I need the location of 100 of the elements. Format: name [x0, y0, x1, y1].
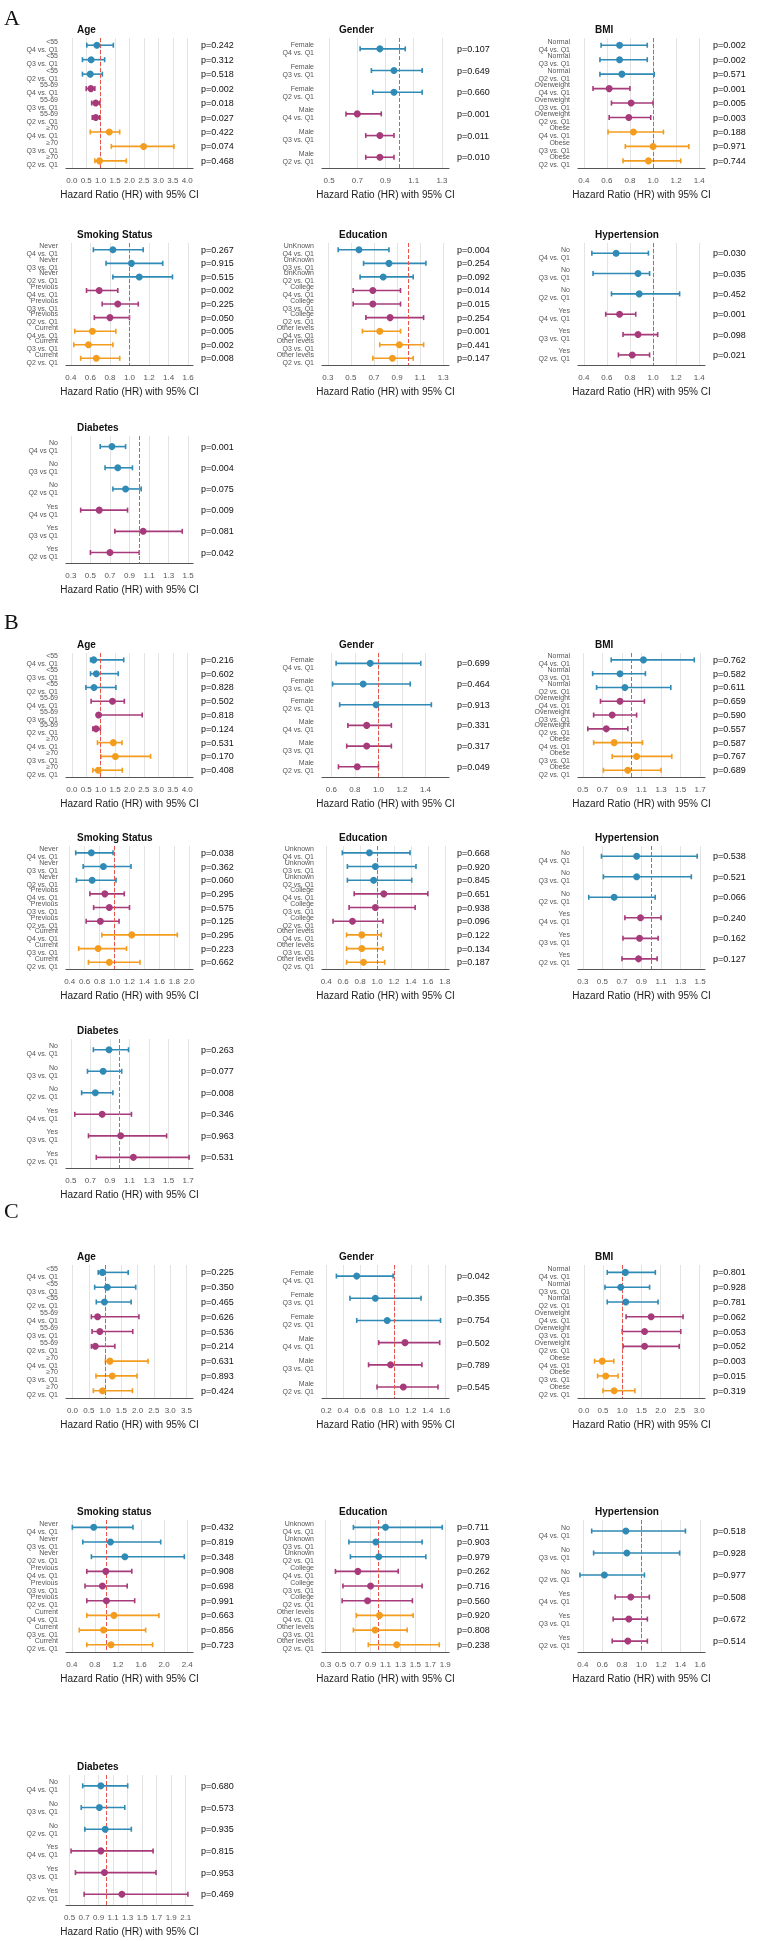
text: p=0.424: [201, 1385, 234, 1396]
point: [616, 56, 624, 64]
x-tick-label: 0.5: [596, 976, 609, 986]
point: [633, 752, 641, 760]
x-axis-title: Hazard Ratio (HR) with 95% CI: [60, 1418, 199, 1430]
text: p=0.238: [457, 1639, 490, 1650]
x-axis-title: Hazard Ratio (HR) with 95% CI: [572, 797, 711, 809]
x-tick-label: 1.1: [143, 570, 156, 580]
x-tick-label: 1.5: [115, 1405, 128, 1415]
x-tick-label: 1.4: [419, 784, 432, 794]
point: [111, 752, 119, 760]
x-tick-label: 0.5: [83, 1405, 95, 1415]
x-tick-label: 1.1: [655, 976, 668, 986]
x-tick-label: 1.7: [151, 1912, 163, 1922]
text: p=0.545: [457, 1382, 490, 1393]
text: p=0.963: [201, 1130, 234, 1141]
text: p=0.124: [201, 723, 234, 734]
text: p=0.077: [201, 1066, 234, 1077]
point: [358, 945, 366, 953]
point: [87, 56, 95, 64]
point: [118, 1890, 126, 1898]
text: p=0.162: [713, 933, 746, 944]
text: p=0.050: [201, 312, 234, 323]
x-tick-label: 0.6: [84, 372, 97, 382]
point: [387, 1361, 395, 1369]
point: [103, 1283, 111, 1291]
point: [371, 904, 379, 912]
x-tick-label: 4.0: [181, 175, 194, 185]
text: p=0.819: [201, 1537, 234, 1548]
x-tick-label: 1.0: [123, 372, 136, 382]
x-tick-label: 0.7: [368, 372, 381, 382]
point: [616, 310, 624, 318]
text: p=0.699: [457, 658, 490, 669]
text: p=0.660: [457, 87, 490, 98]
text: p=0.035: [713, 268, 746, 279]
point: [610, 893, 618, 901]
point: [376, 1611, 384, 1619]
point: [97, 1782, 105, 1790]
x-axis-title: Hazard Ratio (HR) with 95% CI: [572, 1418, 711, 1430]
x-tick-label: 1.5: [409, 1659, 422, 1669]
text: p=0.005: [201, 326, 234, 337]
x-tick-label: 2.0: [655, 1405, 667, 1415]
x-tick-label: 4.0: [181, 784, 194, 794]
text: p=0.573: [201, 1802, 234, 1813]
text: p=0.560: [457, 1595, 490, 1606]
text: p=0.518: [713, 1526, 746, 1537]
chart-title: Diabetes: [77, 421, 120, 433]
text: p=0.913: [457, 699, 490, 710]
text: p=0.575: [201, 902, 234, 913]
x-axis-title: Hazard Ratio (HR) with 95% CI: [316, 1418, 455, 1430]
point: [139, 527, 147, 535]
x-tick-label: 1.0: [371, 976, 384, 986]
point: [98, 1387, 106, 1395]
text: p=0.010: [457, 152, 490, 163]
x-tick-label: 0.5: [80, 175, 93, 185]
text: p=0.263: [201, 1044, 234, 1055]
text: p=0.432: [201, 1522, 234, 1533]
x-tick-label: 1.0: [647, 175, 660, 185]
x-tick-label: 1.4: [693, 372, 706, 382]
x-tick-label: 1.2: [123, 976, 136, 986]
x-tick-label: 2.1: [180, 1912, 192, 1922]
point: [100, 1626, 108, 1634]
x-tick-label: 0.8: [354, 976, 367, 986]
text: p=0.317: [457, 741, 490, 752]
point: [122, 485, 130, 493]
text: p=0.538: [713, 851, 746, 862]
x-tick-label: 1.5: [675, 784, 687, 794]
text: p=0.038: [201, 847, 234, 858]
text: A: [4, 4, 20, 30]
x-tick-label: 2.0: [158, 1659, 171, 1669]
x-tick-label: 1.5: [109, 784, 122, 794]
point: [86, 70, 94, 78]
x-tick-label: 1.2: [388, 976, 401, 986]
text: p=0.928: [713, 1548, 746, 1559]
text: p=0.845: [457, 875, 490, 886]
x-tick-label: 0.6: [325, 784, 338, 794]
point: [95, 506, 103, 514]
point: [363, 742, 371, 750]
text: p=0.002: [713, 40, 746, 51]
text: p=0.991: [201, 1595, 234, 1606]
x-tick-label: 3.5: [167, 784, 179, 794]
point: [101, 1825, 109, 1833]
x-tick-label: 1.5: [635, 1405, 648, 1415]
text: p=0.223: [201, 943, 234, 954]
text: p=0.042: [201, 547, 234, 558]
point: [633, 852, 641, 860]
point: [371, 1294, 379, 1302]
x-tick-label: 0.5: [80, 784, 93, 794]
text: p=0.295: [201, 888, 234, 899]
x-tick-label: 1.4: [138, 976, 151, 986]
point: [90, 683, 98, 691]
point: [95, 286, 103, 294]
text: p=0.225: [201, 299, 234, 310]
text: p=0.066: [713, 892, 746, 903]
point: [401, 1339, 409, 1347]
x-tick-label: 0.4: [64, 976, 76, 986]
point: [114, 300, 122, 308]
point: [612, 249, 620, 257]
text: p=0.668: [457, 847, 490, 858]
x-tick-label: 0.5: [577, 784, 589, 794]
